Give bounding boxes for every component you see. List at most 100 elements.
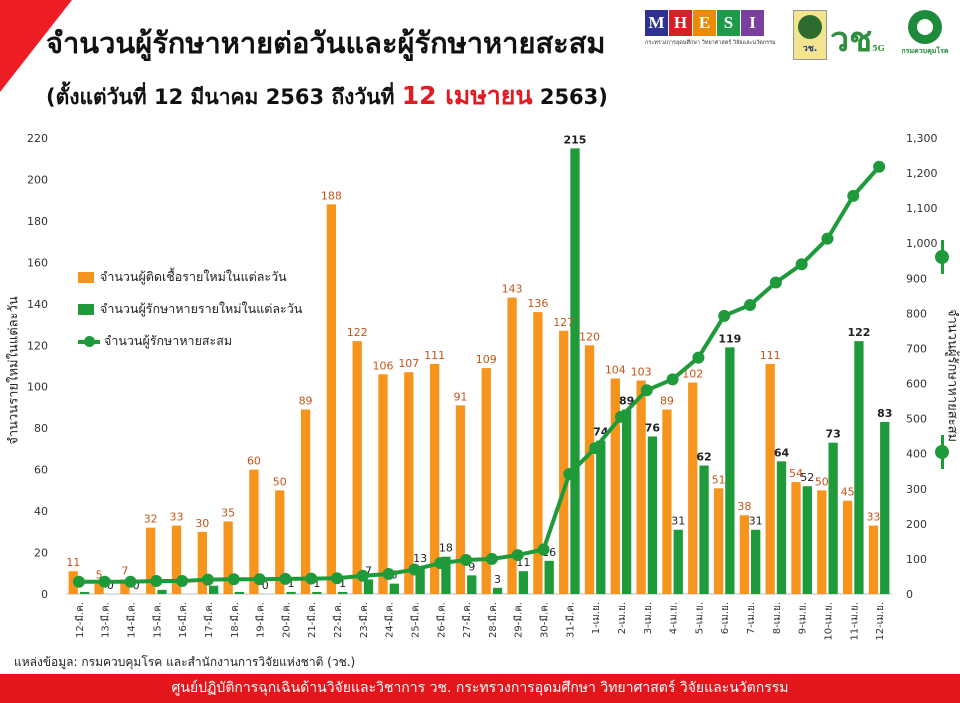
bar-new-cases (662, 409, 672, 594)
point-cumulative-recovered (253, 573, 266, 586)
bar-new-cases (817, 490, 827, 594)
legend-item-cumulative: จำนวนผู้รักษาหายสะสม (78, 332, 302, 364)
bar-label-new-recovered: 1 (313, 577, 320, 590)
bar-new-recovered (544, 560, 554, 594)
legend-swatch-orange (78, 272, 94, 283)
bar-label-new-recovered: 1 (339, 577, 346, 590)
bar-label-new-cases: 107 (398, 357, 419, 370)
y-right-tick-label: 1,200 (906, 167, 938, 180)
x-tick-label: 11-เม.ย. (849, 602, 860, 641)
bar-label-new-recovered: 119 (718, 332, 741, 345)
bar-label-new-cases: 30 (195, 517, 209, 530)
bar-label-new-cases: 32 (144, 513, 158, 526)
vc-sub: 5G (872, 43, 885, 53)
point-cumulative-recovered (124, 575, 137, 588)
bar-new-cases (559, 330, 569, 594)
bar-new-cases (481, 368, 491, 594)
page-subtitle: (ตั้งแต่วันที่ 12 มีนาคม 2563 ถึงวันที่ … (46, 76, 608, 116)
point-cumulative-recovered (201, 573, 214, 586)
point-cumulative-recovered (305, 572, 318, 585)
bar-label-new-recovered: 215 (564, 133, 587, 146)
y-left-tick-label: 60 (34, 464, 48, 477)
y-right-tick-label: 1,300 (906, 132, 938, 145)
x-tick-label: 30-มี.ค. (539, 602, 551, 638)
point-cumulative-recovered (589, 442, 602, 455)
bar-label-new-cases: 50 (273, 475, 287, 488)
seal-text: วช. (802, 44, 818, 54)
y-left-tick-label: 140 (27, 298, 48, 311)
bar-new-cases (688, 382, 698, 594)
bar-new-recovered (751, 529, 761, 594)
x-tick-label: 8-เม.ย. (772, 602, 783, 634)
bar-new-recovered (518, 571, 529, 594)
bar-new-cases (171, 525, 182, 594)
bar-new-cases (584, 345, 595, 594)
bar-new-recovered (802, 486, 812, 594)
point-cumulative-recovered (331, 572, 344, 585)
bar-new-recovered (621, 409, 632, 594)
bar-new-cases (197, 531, 207, 594)
mhesi-caption: กระทรวงการอุดมศึกษา วิทยาศาสตร์ วิจัยและ… (645, 40, 776, 46)
bar-new-recovered (647, 436, 658, 594)
bar-label-new-cases: 45 (841, 486, 855, 499)
bar-label-new-cases: 103 (631, 366, 652, 379)
nrct-seal-logo: วช. (793, 10, 827, 60)
y-left-tick-label: 20 (34, 547, 48, 560)
bar-label-new-cases: 38 (737, 500, 751, 513)
right-axis-legend-marker-bottom (935, 445, 949, 459)
ddc-emblem-icon (908, 10, 942, 44)
y-right-tick-label: 300 (906, 483, 927, 496)
point-cumulative-recovered (382, 568, 395, 581)
bar-new-cases (636, 380, 646, 594)
bar-new-recovered (467, 575, 477, 594)
y-left-tick-label: 0 (41, 588, 48, 601)
bar-new-cases (249, 469, 259, 594)
bar-new-recovered (492, 587, 503, 594)
page-title: จำนวนผู้รักษาหายต่อวันและผู้รักษาหายสะสม (46, 26, 606, 60)
legend-label-new-recovered: จำนวนผู้รักษาหายรายใหม่ในแต่ละวัน (100, 301, 303, 316)
point-cumulative-recovered (227, 573, 240, 586)
x-tick-label: 19-มี.ค. (255, 602, 267, 638)
bar-label-new-cases: 111 (424, 349, 445, 362)
bar-new-recovered (570, 148, 580, 594)
bar-label-new-cases: 136 (527, 297, 548, 310)
bar-new-cases (533, 312, 543, 594)
x-tick-label: 28-มี.ค. (487, 602, 499, 638)
bar-label-new-recovered: 0 (107, 579, 114, 592)
bar-label-new-cases: 7 (121, 564, 128, 577)
bar-label-new-recovered: 31 (749, 515, 763, 528)
bar-label-new-cases: 127 (553, 316, 574, 329)
mhesi-letter: E (693, 10, 716, 36)
bar-label-new-cases: 104 (605, 363, 626, 376)
point-cumulative-recovered (98, 575, 111, 588)
bar-label-new-cases: 109 (476, 353, 497, 366)
bar-label-new-cases: 122 (347, 326, 368, 339)
y-right-tick-label: 1,000 (906, 237, 938, 250)
point-cumulative-recovered (614, 410, 627, 423)
bar-new-recovered (776, 461, 787, 594)
bar-label-new-recovered: 62 (696, 450, 711, 463)
bar-label-new-cases: 143 (502, 283, 523, 296)
bar-new-recovered (363, 579, 374, 594)
x-tick-label: 14-มี.ค. (126, 602, 138, 638)
bar-label-new-recovered: 13 (413, 552, 427, 565)
x-tick-label: 2-เม.ย. (617, 602, 628, 634)
bar-new-cases (404, 372, 414, 594)
bar-new-recovered (828, 442, 838, 594)
data-source-note: แหล่งข้อมูล: กรมควบคุมโรค และสำนักงานการ… (14, 655, 356, 669)
x-tick-label: 5-เม.ย. (694, 602, 705, 634)
point-cumulative-recovered (744, 298, 757, 311)
mhesi-letter: I (741, 10, 764, 36)
y-right-tick-label: 400 (906, 448, 927, 461)
bar-label-new-recovered: 83 (877, 407, 892, 420)
bar-new-cases (94, 583, 104, 594)
bar-new-recovered (854, 341, 864, 594)
bar-label-new-cases: 50 (815, 475, 829, 488)
bar-label-new-recovered: 122 (847, 326, 870, 339)
bar-label-new-recovered: 9 (468, 560, 475, 573)
bar-label-new-recovered: 3 (494, 573, 501, 586)
bar-new-cases (507, 297, 517, 594)
recovery-chart: 0204060801001201401601802002200100200300… (27, 132, 938, 641)
bar-new-recovered (208, 585, 219, 594)
